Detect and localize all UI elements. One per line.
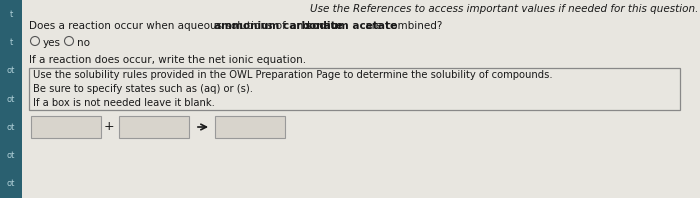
Text: If a box is not needed leave it blank.: If a box is not needed leave it blank. [33, 98, 215, 108]
Text: ot: ot [7, 94, 15, 104]
Text: yes: yes [43, 38, 61, 48]
Bar [31, 116, 101, 138]
Text: t: t [9, 38, 13, 47]
Text: ot: ot [7, 151, 15, 160]
Bar [29, 68, 680, 110]
Text: and: and [286, 21, 313, 31]
Bar [0, 0, 22, 198]
Text: Be sure to specify states such as (aq) or (s).: Be sure to specify states such as (aq) o… [33, 84, 253, 94]
Text: t: t [9, 10, 13, 19]
Text: ot: ot [7, 123, 15, 132]
Bar [215, 116, 285, 138]
Text: ot: ot [7, 66, 15, 75]
Bar [119, 116, 189, 138]
Text: no: no [77, 38, 90, 48]
Text: ot: ot [7, 179, 15, 188]
Text: are combined?: are combined? [363, 21, 443, 31]
Text: Use the References to access important values if needed for this question.: Use the References to access important v… [309, 4, 698, 14]
Text: +: + [104, 120, 114, 132]
Text: sodium acetate: sodium acetate [306, 21, 397, 31]
Text: If a reaction does occur, write the net ionic equation.: If a reaction does occur, write the net … [29, 55, 306, 65]
Text: Does a reaction occur when aqueous solutions of: Does a reaction occur when aqueous solut… [29, 21, 289, 31]
Text: Use the solubility rules provided in the OWL Preparation Page to determine the s: Use the solubility rules provided in the… [33, 70, 552, 80]
Text: ammonium carbonate: ammonium carbonate [214, 21, 343, 31]
